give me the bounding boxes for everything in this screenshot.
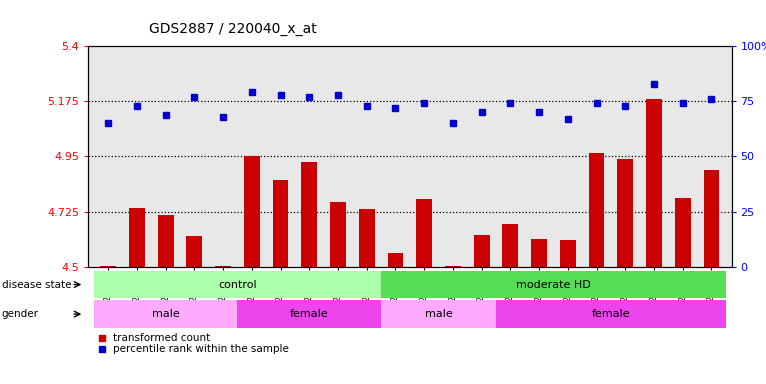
Bar	[588, 153, 604, 267]
Bar	[675, 198, 691, 267]
Bar	[416, 199, 432, 267]
Text: male: male	[424, 309, 453, 319]
Bar	[94, 300, 237, 328]
Text: control: control	[218, 280, 257, 290]
Text: percentile rank within the sample: percentile rank within the sample	[113, 344, 289, 354]
Text: male: male	[152, 309, 179, 319]
Bar	[381, 300, 496, 328]
Text: disease state: disease state	[2, 280, 71, 290]
Bar	[560, 240, 576, 267]
Bar	[158, 215, 174, 267]
Text: moderate HD: moderate HD	[516, 280, 591, 290]
Bar	[502, 224, 519, 267]
Bar	[646, 99, 662, 267]
Text: transformed count: transformed count	[113, 333, 210, 343]
Bar	[617, 159, 633, 267]
Bar	[388, 253, 404, 267]
Bar	[237, 300, 381, 328]
Bar	[100, 266, 116, 267]
Bar	[129, 208, 145, 267]
Bar	[473, 235, 489, 267]
Text: female: female	[591, 309, 630, 319]
Bar	[186, 236, 202, 267]
Bar	[531, 239, 547, 267]
Text: female: female	[290, 309, 329, 319]
Bar	[445, 266, 461, 267]
Bar	[94, 271, 381, 298]
Bar	[703, 170, 719, 267]
Text: GDS2887 / 220040_x_at: GDS2887 / 220040_x_at	[149, 23, 317, 36]
Bar	[358, 209, 375, 267]
Bar	[273, 180, 289, 267]
Bar	[301, 162, 317, 267]
Bar	[381, 271, 726, 298]
Bar	[244, 157, 260, 267]
Bar	[496, 300, 726, 328]
Bar	[215, 266, 231, 267]
Bar	[330, 202, 346, 267]
Text: gender: gender	[2, 309, 38, 319]
